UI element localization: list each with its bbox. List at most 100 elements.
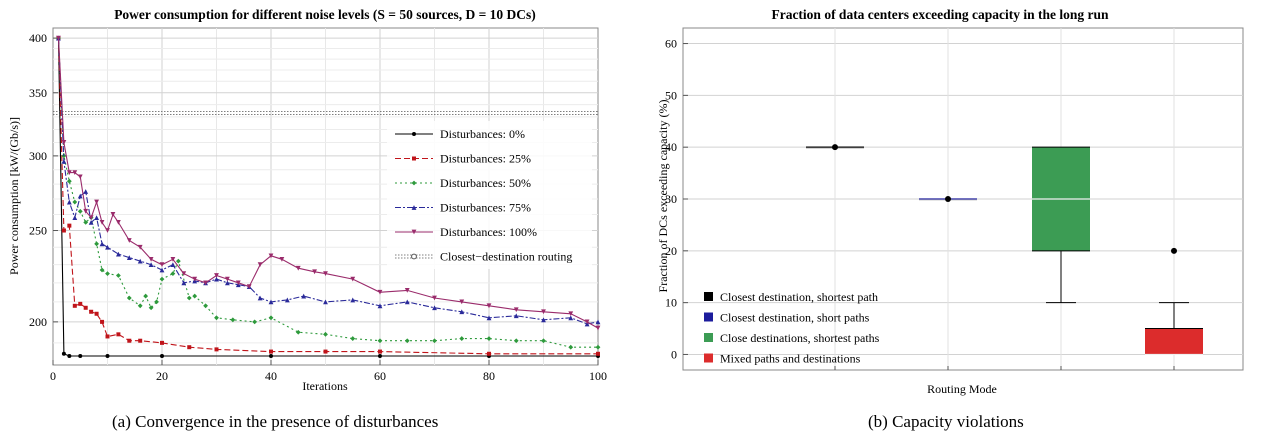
legend-label: Closest destination, shortest path (720, 290, 878, 304)
legend-label: Closest destination, short paths (720, 311, 870, 325)
left-y-tick-label: 250 (29, 224, 47, 238)
data-point (105, 354, 110, 359)
data-point (148, 262, 154, 268)
left-y-tick-label: 300 (29, 149, 47, 163)
legend-marker (412, 132, 416, 136)
data-point (77, 193, 83, 199)
right-figure-caption: (b) Capacity violations (868, 412, 1024, 431)
data-point (88, 220, 94, 225)
data-point (105, 334, 110, 339)
data-point (160, 340, 164, 345)
data-point (459, 309, 465, 315)
data-point (595, 344, 601, 350)
data-point (175, 258, 181, 264)
data-point (160, 354, 164, 359)
data-point (203, 280, 208, 286)
data-point (404, 338, 410, 344)
data-point (568, 344, 574, 350)
data-point (159, 262, 165, 268)
boxplot-2 (1032, 146, 1090, 304)
legend-label: Disturbances: 0% (440, 127, 525, 141)
legend-marker (411, 253, 417, 260)
left-y-axis-label: Power consumption [kW/(Gb/s)] (7, 117, 21, 275)
data-point (72, 199, 78, 205)
data-point (77, 174, 83, 180)
data-point (269, 349, 273, 354)
series-4 (56, 35, 601, 331)
right-y-tick-label: 30 (665, 192, 677, 206)
right-x-axis-label: Routing Mode (927, 382, 997, 396)
data-point (350, 336, 356, 341)
data-point (67, 354, 72, 359)
data-point (350, 297, 356, 303)
data-point (159, 276, 165, 282)
left-x-tick-label: 20 (156, 369, 168, 383)
data-point (323, 271, 328, 277)
data-point (214, 347, 219, 352)
left-x-tick-label: 80 (483, 369, 495, 383)
left-x-tick-label: 0 (50, 369, 56, 383)
data-point (99, 220, 105, 225)
data-point (137, 303, 143, 309)
data-point (230, 317, 236, 323)
data-point (99, 241, 105, 247)
right-axis-ticks: 0 10 20 30 40 50 60 (665, 37, 1175, 370)
right-y-tick-label: 0 (671, 347, 677, 361)
data-point (94, 311, 99, 316)
data-point (487, 351, 491, 356)
data-point (568, 315, 574, 321)
data-point (170, 271, 176, 277)
data-point (100, 319, 105, 324)
data-point (116, 220, 121, 225)
data-point (268, 299, 274, 305)
outlier-point (1171, 247, 1177, 254)
data-point (214, 273, 219, 278)
data-point (94, 199, 99, 205)
data-point (148, 305, 154, 311)
right-boxplots (806, 144, 1203, 356)
data-point (138, 338, 143, 343)
data-point (89, 309, 94, 314)
data-point (323, 331, 328, 337)
data-point (235, 280, 241, 286)
left-legend-background (387, 121, 592, 269)
boxplot-0 (806, 144, 864, 151)
data-point (88, 215, 94, 221)
data-point (72, 170, 78, 175)
data-point (105, 228, 110, 233)
data-point (252, 319, 258, 325)
left-y-tick-label: 400 (29, 31, 47, 45)
data-point (295, 329, 301, 335)
left-legend: Disturbances: 0% Disturbances: 25% Disturb… (387, 121, 592, 269)
data-point (284, 297, 290, 303)
data-point (568, 311, 574, 317)
data-point (105, 244, 110, 250)
right-chart-title: Fraction of data centers exceeding capac… (771, 7, 1109, 22)
data-point (486, 303, 492, 309)
data-point (187, 345, 192, 350)
left-x-axis-label: Iterations (302, 379, 348, 393)
data-point (94, 241, 99, 247)
left-y-tick-label: 200 (29, 315, 47, 329)
left-chart-title: Power consumption for different noise le… (114, 7, 536, 22)
data-point (541, 338, 546, 344)
data-point (378, 349, 382, 354)
data-point (584, 319, 590, 325)
data-point (268, 253, 274, 259)
data-point (126, 295, 132, 301)
legend-swatch (704, 353, 713, 363)
data-point (116, 251, 121, 257)
right-y-axis-label: Fraction of DCs exceeding capacity (%) (656, 100, 670, 293)
data-point (378, 354, 382, 359)
data-point (154, 299, 159, 305)
data-point (66, 199, 72, 205)
data-point (459, 336, 465, 341)
legend-marker (412, 156, 416, 161)
left-y-tick-label: 350 (29, 86, 47, 100)
data-point (513, 338, 519, 344)
data-point (72, 215, 78, 221)
data-point (350, 276, 356, 282)
data-point (541, 309, 546, 315)
data-point (143, 293, 149, 299)
